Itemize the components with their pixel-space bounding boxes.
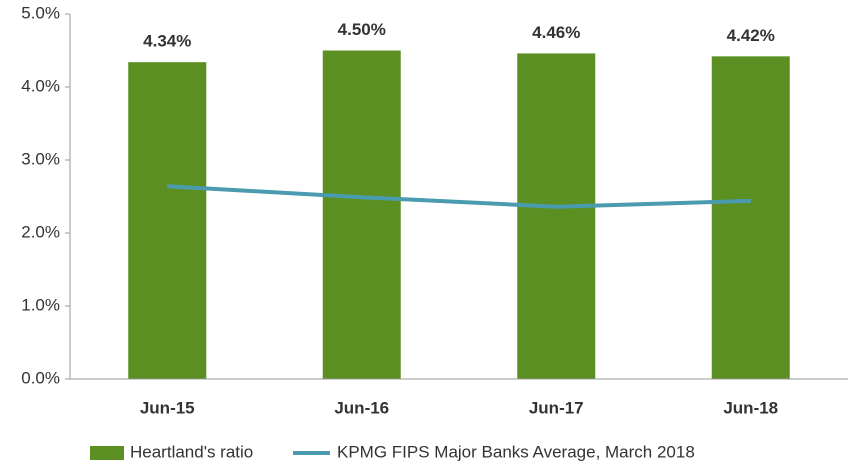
data-label: 4.42% — [727, 26, 775, 45]
bar — [517, 53, 596, 380]
data-label: 4.46% — [532, 23, 580, 42]
y-tick-label: 4.0% — [21, 76, 60, 95]
legend-label: Heartland's ratio — [130, 442, 253, 461]
x-tick-label: Jun-17 — [529, 398, 584, 417]
legend-swatch — [90, 446, 124, 460]
bar — [322, 50, 401, 379]
x-tick-label: Jun-18 — [723, 398, 778, 417]
data-label: 4.50% — [338, 20, 386, 39]
x-tick-label: Jun-15 — [140, 398, 195, 417]
y-tick-label: 1.0% — [21, 295, 60, 314]
line-series — [167, 184, 751, 209]
legend-label: KPMG FIPS Major Banks Average, March 201… — [337, 442, 695, 461]
bar — [128, 62, 207, 380]
y-tick-label: 0.0% — [21, 368, 60, 387]
bar — [711, 56, 790, 380]
y-tick-label: 5.0% — [21, 3, 60, 22]
data-label: 4.34% — [143, 32, 191, 51]
y-tick-label: 2.0% — [21, 222, 60, 241]
x-tick-label: Jun-16 — [334, 398, 389, 417]
y-tick-label: 3.0% — [21, 149, 60, 168]
